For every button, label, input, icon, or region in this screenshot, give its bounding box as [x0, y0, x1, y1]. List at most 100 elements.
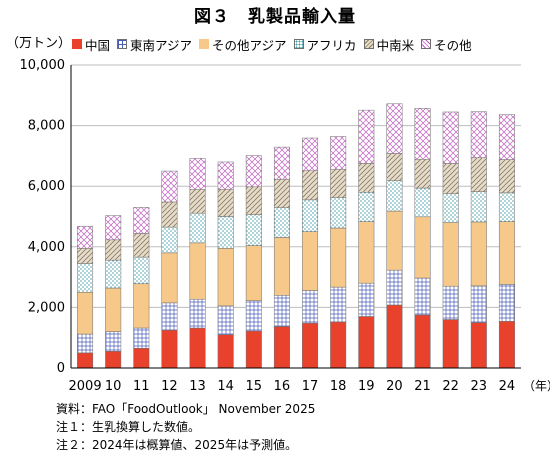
bar-segment-other: [218, 162, 233, 189]
bar-segment-se_asia: [330, 287, 345, 322]
x-tick-label: 22: [442, 379, 459, 394]
y-tick-label: 8,000: [28, 119, 65, 134]
bar-segment-other_asia: [190, 243, 205, 299]
x-tick-label: 13: [189, 379, 206, 394]
bar-segment-china: [359, 316, 374, 368]
x-axis-unit-label: （年）: [523, 379, 550, 393]
bar-segment-china: [387, 305, 402, 368]
bar-segment-central_south_america: [246, 187, 261, 215]
bar-segment-africa: [105, 260, 120, 288]
bar-segment-se_asia: [387, 270, 402, 305]
y-tick-label: 10,000: [20, 58, 66, 73]
bar-segment-other_asia: [302, 232, 317, 291]
bar-segment-africa: [134, 257, 149, 284]
bar-segment-africa: [246, 215, 261, 246]
bar-segment-africa: [471, 192, 486, 222]
bar-segment-other: [499, 115, 514, 160]
bar-segment-africa: [443, 194, 458, 223]
bar-segment-china: [443, 320, 458, 368]
y-tick-label: 4,000: [28, 240, 65, 255]
bar-segment-se_asia: [274, 295, 289, 326]
bar-segment-other_asia: [387, 211, 402, 270]
x-tick-label: 16: [274, 379, 291, 394]
bar-segment-other: [471, 112, 486, 158]
bar-segment-central_south_america: [162, 202, 177, 227]
bar-segment-central_south_america: [499, 160, 514, 193]
x-tick-label: 17: [302, 379, 319, 394]
bar-segment-china: [330, 322, 345, 368]
bar-segment-other: [190, 158, 205, 189]
x-tick-label: 11: [133, 379, 150, 394]
bar-segment-china: [162, 330, 177, 368]
bar-segment-central_south_america: [274, 179, 289, 207]
bar-segment-se_asia: [471, 286, 486, 323]
bar-segment-se_asia: [302, 290, 317, 323]
bar-segment-central_south_america: [302, 171, 317, 200]
bar-segment-africa: [359, 192, 374, 221]
bar-segment-se_asia: [415, 278, 430, 315]
bar-segment-china: [77, 353, 92, 368]
bar-segment-se_asia: [443, 286, 458, 319]
bar-segment-other: [134, 207, 149, 233]
bar-segment-other_asia: [330, 228, 345, 287]
bar-segment-other_asia: [274, 237, 289, 295]
x-tick-label: 21: [414, 379, 431, 394]
y-tick-label: 6,000: [28, 179, 65, 194]
bar-segment-se_asia: [162, 303, 177, 330]
bar-segment-other_asia: [499, 222, 514, 285]
bar-segment-other_asia: [359, 222, 374, 284]
bar-segment-other_asia: [134, 284, 149, 328]
bar-segment-central_south_america: [218, 189, 233, 216]
bar-segment-africa: [190, 213, 205, 243]
bar-segment-africa: [218, 217, 233, 249]
bar-segment-central_south_america: [415, 159, 430, 188]
bar-segment-africa: [274, 208, 289, 238]
bar-segment-china: [415, 315, 430, 368]
bar-segment-other: [330, 137, 345, 170]
bar-segment-china: [274, 326, 289, 368]
x-tick-label: 24: [499, 379, 516, 394]
bar-segment-se_asia: [218, 306, 233, 335]
bar-segment-africa: [162, 227, 177, 253]
bar-segment-other_asia: [415, 217, 430, 278]
bar-segment-africa: [387, 181, 402, 211]
bar-segment-other_asia: [246, 246, 261, 301]
bar-segment-other: [415, 108, 430, 159]
bar-segment-central_south_america: [387, 153, 402, 180]
bar-segment-other_asia: [162, 253, 177, 303]
bar-segment-china: [499, 321, 514, 368]
bar-segment-other_asia: [105, 288, 120, 332]
bar-segment-se_asia: [105, 332, 120, 352]
x-tick-label: 14: [217, 379, 234, 394]
bar-segment-other: [387, 104, 402, 154]
bar-segment-se_asia: [190, 299, 205, 328]
bar-segment-other: [77, 226, 92, 248]
bar-segment-other: [302, 138, 317, 171]
x-tick-label: 23: [471, 379, 488, 394]
bar-segment-china: [302, 323, 317, 368]
bar-segment-other: [162, 171, 177, 202]
bar-segment-other: [359, 110, 374, 163]
note-source: 資料：FAO「FoodOutlook」 November 2025: [56, 400, 315, 418]
bar-segment-other_asia: [77, 292, 92, 334]
x-tick-label: 2009: [69, 379, 102, 394]
bar-segment-central_south_america: [190, 189, 205, 213]
bar-segment-se_asia: [77, 334, 92, 353]
bar-segment-other: [443, 112, 458, 164]
bar-segment-china: [218, 335, 233, 368]
bar-segment-central_south_america: [134, 233, 149, 257]
bar-segment-other: [274, 147, 289, 179]
x-tick-label: 18: [330, 379, 347, 394]
bar-segment-central_south_america: [359, 163, 374, 192]
bar-segment-central_south_america: [471, 158, 486, 192]
bars: [77, 104, 514, 368]
bar-segment-china: [246, 331, 261, 368]
y-tick-label: 2,000: [28, 300, 65, 315]
bar-segment-africa: [330, 198, 345, 228]
x-tick-label: 19: [358, 379, 375, 394]
notes: 資料：FAO「FoodOutlook」 November 2025 注１：生乳換…: [56, 400, 315, 454]
bar-segment-central_south_america: [105, 240, 120, 260]
x-tick-label: 15: [246, 379, 263, 394]
bar-segment-se_asia: [499, 284, 514, 321]
